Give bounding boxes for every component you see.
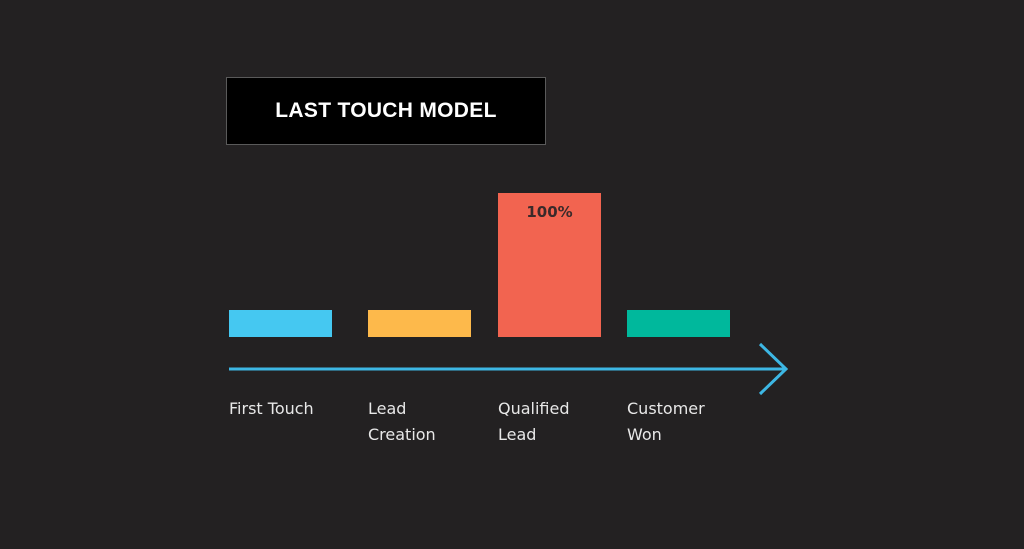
category-label-0: First Touch [229,399,314,418]
bars-group: 100% [229,193,730,337]
category-label-3: Customer Won [627,399,705,444]
bar-3 [627,310,730,337]
category-label-2: Qualified Lead [498,399,570,444]
bar-0 [229,310,332,337]
bar-data-label-2: 100% [526,203,572,221]
timeline-arrowhead [758,342,789,396]
chart-title: LAST TOUCH MODEL [275,99,497,122]
bar-2 [498,193,601,337]
bar-1 [368,310,471,337]
title-box: LAST TOUCH MODEL [226,77,546,145]
category-label-1: Lead Creation [368,399,436,444]
